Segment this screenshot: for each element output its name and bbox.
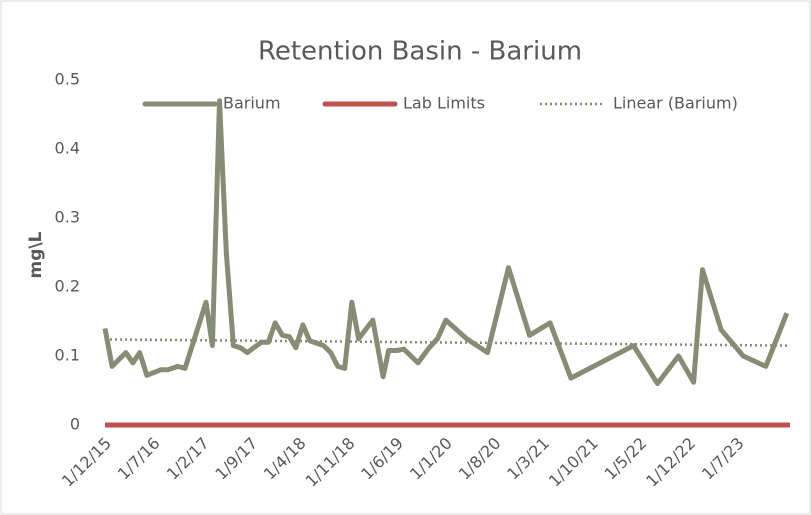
chart-title: Retention Basin - Barium (258, 37, 582, 67)
y-tick-label: 0.3 (55, 208, 80, 227)
y-tick-label: 0.1 (55, 346, 80, 365)
y-tick-label: 0.4 (55, 139, 80, 158)
y-tick-label: 0.5 (55, 70, 80, 89)
y-tick-label: 0.2 (55, 277, 80, 296)
legend-label: Linear (Barium) (613, 94, 738, 113)
legend-label: Barium (223, 94, 281, 113)
series-line (102, 98, 790, 387)
series-line (104, 338, 791, 347)
y-tick-label: 0 (70, 415, 80, 434)
y-axis-label: mg\L (26, 231, 46, 278)
legend-label: Lab Limits (403, 94, 485, 113)
